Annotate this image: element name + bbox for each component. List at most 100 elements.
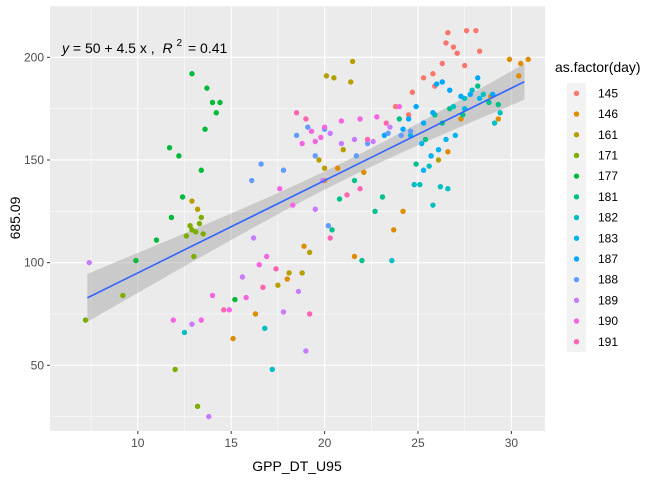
- data-point-182: [181, 329, 188, 336]
- legend-key-145: [573, 90, 580, 97]
- data-point-171: [82, 317, 89, 323]
- data-point-181: [413, 161, 419, 167]
- data-point-171: [194, 403, 201, 410]
- legend-items: 145 146 161 171 177 181 182 183 187 188 189 190 191: [567, 83, 618, 353]
- legend-title: as.factor(day): [555, 59, 641, 75]
- data-point-182: [491, 120, 498, 126]
- r-squared-value: = 0.41: [188, 40, 228, 56]
- data-point-161: [323, 73, 330, 79]
- legend-label-190: 190: [598, 314, 618, 328]
- legend-key-189: [573, 297, 580, 304]
- data-point-190: [338, 118, 345, 124]
- data-points: [82, 27, 531, 420]
- legend-label-177: 177: [598, 169, 618, 183]
- data-point-177: [179, 194, 186, 200]
- data-point-146: [301, 243, 307, 249]
- legend-label-189: 189: [598, 293, 618, 307]
- data-point-183: [443, 136, 449, 143]
- data-point-190: [290, 202, 296, 208]
- plot-panel: [50, 6, 545, 431]
- data-point-189: [250, 235, 257, 241]
- data-point-187: [458, 93, 464, 100]
- data-point-181: [379, 194, 386, 200]
- data-point-161: [348, 79, 354, 85]
- equation-lhs: y: [61, 40, 70, 56]
- legend: as.factor(day) 1451461611711771811821831…: [555, 59, 641, 353]
- data-point-171: [196, 220, 203, 227]
- legend-key-188: [573, 276, 580, 283]
- data-point-182: [497, 110, 503, 116]
- data-point-191: [306, 311, 313, 317]
- data-point-161: [340, 147, 346, 153]
- data-point-190: [226, 307, 233, 313]
- data-point-146: [506, 56, 513, 63]
- data-point-188: [258, 161, 264, 167]
- data-point-161: [286, 270, 292, 276]
- data-point-183: [420, 167, 427, 173]
- data-point-190: [312, 138, 318, 145]
- data-point-189: [338, 140, 345, 147]
- data-point-171: [120, 292, 126, 299]
- data-point-191: [364, 136, 371, 143]
- data-point-146: [284, 276, 290, 282]
- x-tick-label: 20: [318, 436, 332, 450]
- data-point-145: [439, 60, 445, 67]
- data-point-182: [430, 202, 436, 208]
- data-point-188: [293, 132, 300, 139]
- data-point-191: [273, 266, 279, 272]
- data-point-188: [280, 167, 287, 173]
- data-point-171: [183, 233, 190, 239]
- data-point-187: [413, 103, 419, 110]
- data-point-189: [387, 124, 393, 130]
- data-point-182: [426, 163, 432, 169]
- data-point-145: [445, 29, 451, 36]
- data-point-145: [476, 48, 483, 54]
- data-point-182: [411, 181, 417, 188]
- legend-label-187: 187: [598, 252, 618, 266]
- legend-key-161: [573, 132, 580, 138]
- data-point-161: [189, 198, 195, 204]
- data-point-177: [176, 153, 182, 159]
- y-tick-label: 200: [24, 50, 44, 64]
- data-point-161: [299, 270, 305, 276]
- data-point-161: [275, 282, 281, 288]
- legend-label-171: 171: [598, 148, 618, 162]
- legend-label-146: 146: [598, 107, 618, 121]
- data-point-182: [437, 183, 444, 190]
- data-point-182: [389, 257, 395, 264]
- data-point-190: [308, 128, 315, 134]
- data-point-190: [299, 140, 305, 147]
- data-point-177: [232, 296, 238, 303]
- data-point-181: [495, 101, 501, 108]
- legend-label-161: 161: [598, 128, 618, 142]
- data-point-146: [351, 253, 358, 260]
- legend-label-145: 145: [598, 86, 618, 100]
- data-point-146: [516, 73, 522, 79]
- data-point-161: [321, 165, 328, 171]
- data-point-189: [86, 259, 92, 266]
- data-point-146: [445, 149, 451, 155]
- legend-key-190: [573, 318, 580, 324]
- data-point-177: [189, 71, 195, 77]
- data-point-188: [407, 128, 414, 134]
- data-point-188: [385, 130, 391, 136]
- data-point-191: [303, 116, 309, 122]
- data-point-190: [198, 317, 204, 323]
- data-point-183: [452, 132, 459, 139]
- data-point-145: [443, 40, 449, 46]
- legend-key-191: [573, 339, 580, 345]
- data-point-146: [458, 116, 464, 122]
- data-point-188: [353, 153, 360, 159]
- data-point-188: [364, 140, 371, 147]
- data-point-187: [433, 81, 440, 87]
- major-gridlines: [50, 6, 545, 431]
- data-point-188: [305, 124, 311, 130]
- data-point-189: [295, 288, 302, 295]
- data-point-191: [221, 307, 227, 313]
- x-axis: 10 15 20 25 30: [131, 431, 518, 450]
- data-point-171: [198, 214, 204, 221]
- data-point-145: [454, 50, 460, 56]
- data-point-146: [525, 56, 531, 63]
- data-point-190: [357, 116, 363, 122]
- legend-key-181: [573, 194, 580, 200]
